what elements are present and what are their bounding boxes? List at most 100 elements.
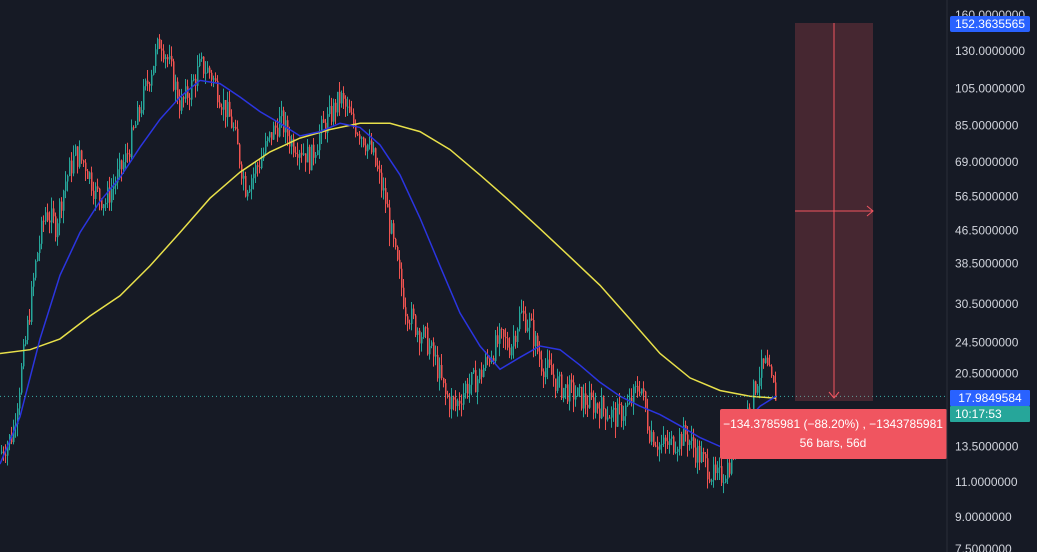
candle-up (675, 451, 677, 453)
candle-down (705, 454, 707, 459)
candle-up (641, 388, 643, 394)
candle-down (619, 403, 621, 406)
candle-up (25, 340, 27, 345)
candle-down (3, 451, 5, 455)
candle-up (337, 91, 339, 113)
candle-up (175, 81, 177, 90)
candle-up (457, 400, 459, 407)
candle-down (437, 354, 439, 379)
candle-down (551, 364, 553, 375)
candle-up (75, 146, 77, 156)
candle-down (667, 441, 669, 445)
candle-down (593, 397, 595, 413)
candle-down (93, 190, 95, 199)
candle-up (319, 132, 321, 151)
candle-up (153, 66, 155, 75)
candle-up (273, 125, 275, 140)
candle-down (385, 188, 387, 204)
candle-up (265, 141, 267, 153)
candle-up (611, 409, 613, 418)
candle-down (721, 466, 723, 483)
candle-down (167, 57, 169, 60)
candle-up (327, 114, 329, 133)
candle-up (373, 148, 375, 153)
candle-up (669, 438, 671, 445)
candle-up (141, 109, 143, 114)
candle-up (511, 346, 513, 356)
candle-up (757, 386, 759, 393)
candle-up (17, 408, 19, 425)
candle-down (497, 335, 499, 344)
candle-down (707, 458, 709, 480)
candle-down (77, 146, 79, 167)
candle-up (247, 191, 249, 197)
candle-down (755, 381, 757, 393)
candle-down (159, 38, 161, 49)
candle-down (177, 81, 179, 101)
candle-up (23, 344, 25, 367)
candle-up (483, 367, 485, 377)
candle-down (173, 61, 175, 90)
current-price-tag-box (950, 390, 1030, 406)
candle-up (213, 78, 215, 80)
candle-up (13, 425, 15, 443)
candle-up (315, 155, 317, 158)
candle-down (449, 396, 451, 410)
candle-down (447, 394, 449, 397)
candle-up (701, 451, 703, 463)
candle-up (731, 450, 733, 474)
candle-down (195, 78, 197, 86)
y-tick-label: 24.5000000 (955, 335, 1019, 349)
candle-down (585, 393, 587, 405)
candle-down (637, 385, 639, 392)
candle-down (53, 208, 55, 217)
candle-up (249, 189, 251, 192)
candle-down (339, 91, 341, 104)
candle-up (143, 86, 145, 110)
candle-up (759, 377, 761, 387)
candle-up (317, 150, 319, 156)
candle-up (137, 107, 139, 125)
candle-down (389, 207, 391, 234)
candle-down (555, 378, 557, 391)
candle-down (657, 446, 659, 450)
measure-tool[interactable]: −134.3785981 (−88.20%) , −1343785981 56 … (720, 23, 947, 459)
candle-down (503, 329, 505, 337)
candle-up (181, 97, 183, 111)
candle-down (365, 145, 367, 152)
candle-up (367, 144, 369, 152)
candle-down (139, 107, 141, 114)
candle-up (495, 335, 497, 362)
candle-down (349, 106, 351, 113)
y-tick-label: 85.0000000 (955, 118, 1019, 132)
candle-up (233, 126, 235, 128)
candle-up (145, 80, 147, 87)
candle-down (655, 445, 657, 447)
candle-up (135, 124, 137, 128)
candle-down (371, 140, 373, 153)
candle-up (517, 329, 519, 342)
top-price-tag: 152.3635565 (950, 16, 1030, 32)
candle-up (545, 367, 547, 378)
candle-down (573, 382, 575, 400)
candle-up (513, 335, 515, 347)
candle-down (605, 409, 607, 420)
candle-up (473, 370, 475, 373)
measure-change-text: −134.3785981 (−88.20%) , −1343785981 (723, 417, 943, 431)
candle-down (81, 150, 83, 161)
top-price-tag-box (950, 16, 1030, 32)
candle-down (313, 144, 315, 158)
candle-down (415, 315, 417, 335)
candle-up (19, 392, 21, 409)
candle-down (505, 336, 507, 339)
candle-down (769, 364, 771, 367)
candle-up (577, 387, 579, 397)
candle-down (715, 464, 717, 474)
candle-down (211, 72, 213, 80)
candle-up (253, 173, 255, 179)
candle-down (653, 432, 655, 446)
candle-down (401, 268, 403, 288)
candle-down (467, 383, 469, 394)
candle-up (255, 165, 257, 174)
